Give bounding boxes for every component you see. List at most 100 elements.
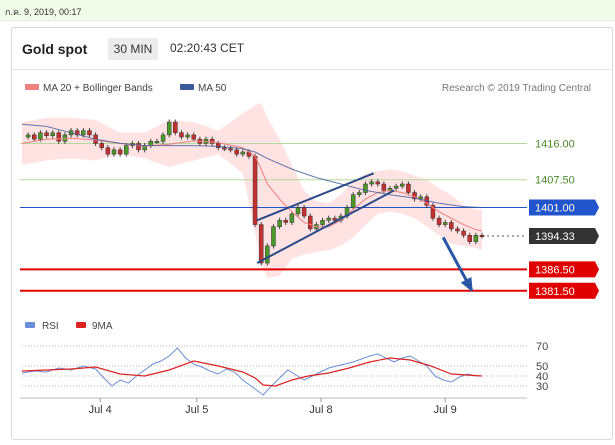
candle-body xyxy=(449,222,454,230)
header-time: 02:20:43 CET xyxy=(170,41,245,55)
bollinger-band-area xyxy=(22,102,482,279)
candle-body xyxy=(136,143,141,151)
ma50-line xyxy=(21,123,483,208)
rising-wedge-lower-line xyxy=(256,189,395,264)
rsi-ma-line xyxy=(21,357,483,387)
candle-body xyxy=(50,132,55,137)
level-label-box xyxy=(529,199,599,216)
candle-body xyxy=(111,149,117,155)
ma50-legend-label: MA 50 xyxy=(198,83,227,94)
candle-body xyxy=(436,217,442,225)
level-label: 1386.50 xyxy=(535,264,575,276)
level-label: 1407.50 xyxy=(535,175,575,187)
candle-body xyxy=(363,183,368,193)
candle-body xyxy=(308,215,313,230)
timestamp-bar: ก.ค. 9, 2019, 00:17 xyxy=(0,0,615,21)
candle-body xyxy=(240,151,246,155)
candle-body xyxy=(148,141,154,146)
candle-body xyxy=(467,235,472,242)
rising-wedge-upper-line xyxy=(256,172,375,222)
ma20-legend-swatch xyxy=(25,84,39,90)
ma50-legend-swatch xyxy=(180,84,194,90)
candle-body xyxy=(400,183,405,187)
ma20-legend-label: MA 20 + Bollinger Bands xyxy=(43,83,153,94)
candle-body xyxy=(32,134,37,140)
candle-body xyxy=(332,217,338,221)
candle-body xyxy=(265,245,270,264)
candle-body xyxy=(185,134,190,138)
rsi-legend-swatch xyxy=(25,322,35,328)
candle-body xyxy=(252,156,258,225)
candle-body xyxy=(124,145,129,155)
candle-body xyxy=(191,134,196,140)
level-label-box xyxy=(529,282,599,299)
header-divider xyxy=(11,69,611,70)
candle-body xyxy=(442,222,448,225)
level-label-box xyxy=(529,227,599,244)
rsi-tick-label: 50 xyxy=(536,361,548,373)
candle-body xyxy=(283,220,288,223)
candle-body xyxy=(44,132,49,137)
candle-body xyxy=(461,230,466,236)
candle-body xyxy=(455,228,460,232)
timestamp-text: ก.ค. 9, 2019, 00:17 xyxy=(5,7,82,17)
candle-body xyxy=(25,134,31,138)
rsi-ma-legend-swatch xyxy=(76,322,86,328)
candle-body xyxy=(277,220,282,227)
candle-body xyxy=(105,147,111,155)
level-label: 1416.00 xyxy=(535,138,575,150)
level-label-box xyxy=(529,261,599,278)
candle-body xyxy=(228,148,233,151)
instrument-title: Gold spot xyxy=(22,41,88,57)
candle-body xyxy=(216,143,221,148)
candle-body xyxy=(369,181,374,185)
candle-body xyxy=(209,138,215,144)
rsi-tick-label: 40 xyxy=(536,371,548,383)
x-tick-label: Jul 4 xyxy=(89,404,112,416)
candle-body xyxy=(326,217,331,221)
candle-body xyxy=(350,194,356,208)
candle-body xyxy=(117,149,123,155)
candle-body xyxy=(271,226,276,247)
candle-body xyxy=(258,224,264,264)
x-tick-label: Jul 5 xyxy=(185,404,208,416)
candle-body xyxy=(166,121,172,136)
x-tick-label: Jul 8 xyxy=(309,404,332,416)
rsi-ma-legend-label: 9MA xyxy=(92,321,113,332)
candle-body xyxy=(375,181,380,185)
candle-body xyxy=(381,183,387,191)
research-credit: Research © 2019 Trading Central xyxy=(442,83,591,94)
level-label: 1394.33 xyxy=(535,231,575,243)
candle-body xyxy=(160,134,166,142)
candle-body xyxy=(301,207,307,217)
level-label: 1381.50 xyxy=(535,286,575,298)
candle-body xyxy=(479,235,485,238)
candle-body xyxy=(320,220,325,225)
candle-body xyxy=(179,132,184,138)
rsi-line xyxy=(21,347,482,396)
candle-body xyxy=(81,130,86,136)
rsi-tick-label: 30 xyxy=(536,381,548,393)
candle-body xyxy=(99,143,104,148)
candle-body xyxy=(56,132,62,142)
level-label: 1401.00 xyxy=(535,203,575,215)
candle-body xyxy=(430,205,436,219)
candle-body xyxy=(173,121,178,134)
candle-body xyxy=(406,183,411,193)
candle-body xyxy=(154,141,160,144)
forecast-arrow-head xyxy=(460,276,473,293)
candle-body xyxy=(357,192,362,195)
candle-body xyxy=(222,147,227,150)
candle-body xyxy=(38,132,43,140)
candle-body xyxy=(289,213,295,223)
candle-body xyxy=(295,207,301,215)
candle-body xyxy=(393,185,399,189)
rsi-legend-label: RSI xyxy=(42,321,59,332)
rsi-tick-label: 70 xyxy=(536,341,548,353)
candle-body xyxy=(87,130,92,136)
timeframe-badge[interactable]: 30 MIN xyxy=(108,38,158,60)
candle-body xyxy=(473,235,479,242)
x-tick-label: Jul 9 xyxy=(434,404,457,416)
candle-body xyxy=(234,149,239,155)
